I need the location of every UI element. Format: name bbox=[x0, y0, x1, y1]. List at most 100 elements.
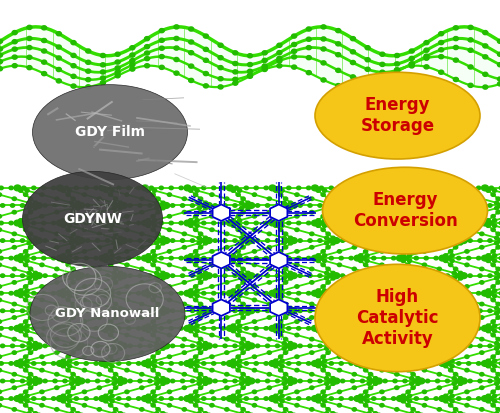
Circle shape bbox=[73, 204, 77, 207]
Circle shape bbox=[478, 239, 482, 242]
Circle shape bbox=[159, 221, 164, 225]
Circle shape bbox=[128, 309, 132, 313]
Circle shape bbox=[182, 386, 186, 389]
Circle shape bbox=[63, 309, 67, 313]
Circle shape bbox=[236, 404, 240, 407]
Circle shape bbox=[174, 71, 179, 75]
Circle shape bbox=[382, 186, 386, 190]
Circle shape bbox=[439, 361, 446, 366]
Circle shape bbox=[375, 378, 382, 384]
Circle shape bbox=[104, 294, 108, 298]
Circle shape bbox=[61, 294, 66, 298]
Circle shape bbox=[152, 399, 156, 403]
Circle shape bbox=[410, 347, 414, 350]
Circle shape bbox=[248, 273, 255, 278]
Circle shape bbox=[192, 256, 196, 260]
Circle shape bbox=[125, 193, 129, 196]
Circle shape bbox=[240, 306, 244, 310]
Circle shape bbox=[188, 289, 193, 292]
Circle shape bbox=[107, 221, 111, 225]
Circle shape bbox=[14, 396, 21, 401]
Circle shape bbox=[350, 204, 354, 207]
Circle shape bbox=[246, 277, 250, 280]
Circle shape bbox=[22, 397, 26, 400]
Circle shape bbox=[494, 206, 499, 210]
Circle shape bbox=[126, 362, 131, 365]
Circle shape bbox=[437, 351, 442, 354]
Circle shape bbox=[410, 271, 414, 275]
Circle shape bbox=[274, 399, 278, 403]
Circle shape bbox=[99, 290, 106, 296]
Circle shape bbox=[104, 364, 108, 368]
Circle shape bbox=[0, 53, 2, 57]
Circle shape bbox=[277, 221, 281, 225]
Circle shape bbox=[174, 25, 179, 29]
Circle shape bbox=[329, 256, 334, 260]
Circle shape bbox=[114, 197, 117, 200]
Circle shape bbox=[266, 204, 270, 207]
Circle shape bbox=[438, 32, 444, 36]
Circle shape bbox=[30, 344, 34, 348]
Circle shape bbox=[138, 344, 142, 348]
Circle shape bbox=[82, 263, 86, 266]
Circle shape bbox=[154, 382, 159, 385]
Circle shape bbox=[128, 239, 132, 242]
Circle shape bbox=[68, 294, 71, 298]
Circle shape bbox=[204, 347, 208, 350]
Circle shape bbox=[34, 312, 38, 315]
Circle shape bbox=[454, 26, 458, 30]
Circle shape bbox=[18, 324, 23, 328]
Circle shape bbox=[42, 327, 46, 330]
Circle shape bbox=[190, 204, 194, 207]
Circle shape bbox=[422, 193, 426, 196]
Circle shape bbox=[454, 337, 458, 341]
Circle shape bbox=[71, 211, 75, 214]
Circle shape bbox=[43, 344, 47, 348]
Circle shape bbox=[246, 377, 250, 380]
Circle shape bbox=[339, 256, 344, 260]
Circle shape bbox=[118, 412, 122, 413]
Circle shape bbox=[408, 224, 412, 228]
Circle shape bbox=[418, 308, 425, 314]
Circle shape bbox=[329, 221, 334, 225]
Circle shape bbox=[411, 408, 415, 411]
Circle shape bbox=[465, 368, 469, 372]
Circle shape bbox=[236, 263, 240, 266]
Circle shape bbox=[226, 220, 234, 226]
Circle shape bbox=[267, 316, 272, 319]
Circle shape bbox=[233, 379, 237, 383]
Circle shape bbox=[380, 368, 384, 372]
Circle shape bbox=[42, 292, 46, 295]
Circle shape bbox=[320, 292, 324, 295]
Circle shape bbox=[204, 201, 208, 204]
Circle shape bbox=[456, 397, 461, 400]
Circle shape bbox=[310, 232, 314, 235]
Circle shape bbox=[100, 63, 105, 67]
Circle shape bbox=[406, 263, 410, 266]
Circle shape bbox=[169, 327, 173, 330]
Circle shape bbox=[30, 239, 34, 242]
Circle shape bbox=[236, 250, 240, 253]
Polygon shape bbox=[212, 252, 230, 268]
Circle shape bbox=[204, 306, 208, 310]
Circle shape bbox=[24, 390, 28, 394]
Circle shape bbox=[180, 239, 184, 242]
Circle shape bbox=[34, 242, 38, 245]
Circle shape bbox=[138, 239, 142, 242]
Circle shape bbox=[56, 220, 64, 226]
Circle shape bbox=[86, 78, 90, 82]
Circle shape bbox=[499, 292, 500, 295]
Circle shape bbox=[448, 298, 452, 301]
Circle shape bbox=[458, 382, 462, 385]
Circle shape bbox=[151, 298, 155, 301]
Circle shape bbox=[488, 204, 492, 207]
Circle shape bbox=[488, 274, 492, 278]
Circle shape bbox=[439, 185, 446, 191]
Circle shape bbox=[406, 390, 410, 394]
Circle shape bbox=[240, 277, 244, 280]
Circle shape bbox=[27, 25, 32, 29]
Circle shape bbox=[326, 246, 330, 249]
Circle shape bbox=[254, 327, 258, 330]
Circle shape bbox=[188, 64, 194, 68]
Circle shape bbox=[246, 271, 250, 275]
